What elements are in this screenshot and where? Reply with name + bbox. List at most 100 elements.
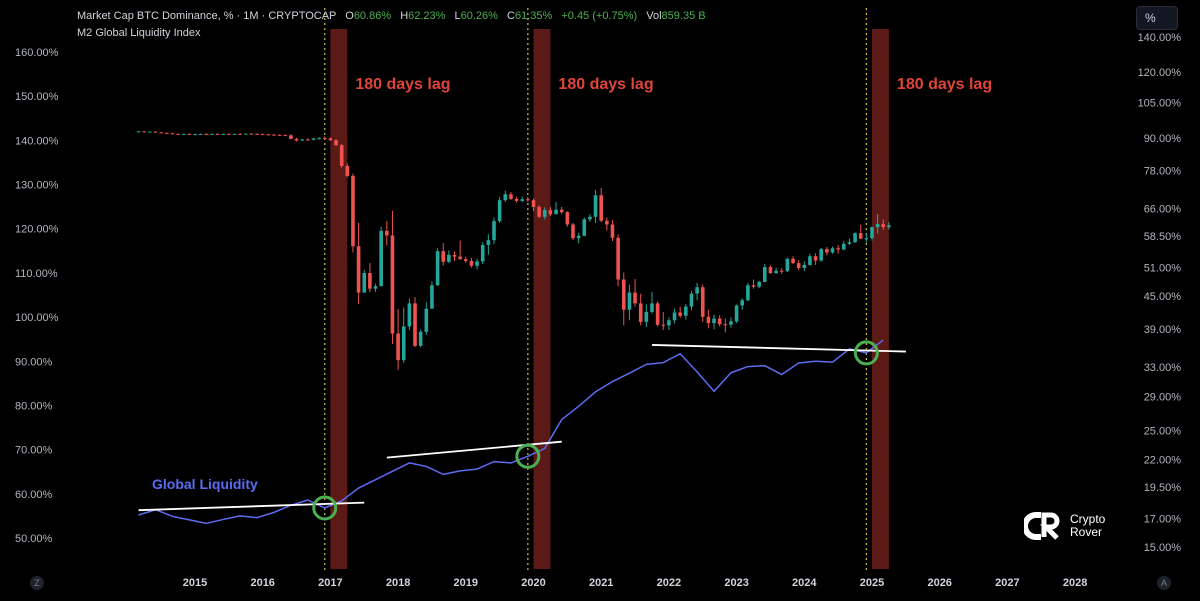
candle (779, 268, 784, 274)
candle-body (791, 258, 795, 264)
candle (841, 240, 846, 251)
candle-body (390, 235, 395, 334)
candle (294, 137, 299, 142)
percent-scale-button[interactable]: % (1136, 6, 1178, 30)
candle-body (531, 200, 536, 207)
candle-body (808, 256, 812, 265)
x-axis-label: 2016 (250, 577, 274, 589)
candle (148, 131, 152, 133)
right-axis-label: 78.00% (1144, 166, 1182, 178)
candle-body (176, 133, 180, 135)
candle-body (853, 233, 857, 243)
right-axis-label: 29.00% (1144, 391, 1182, 403)
candle-body (537, 206, 541, 217)
candle-body (864, 238, 869, 240)
candle (289, 134, 293, 140)
candle (480, 242, 485, 265)
candle-body (875, 224, 880, 228)
candle (593, 190, 598, 223)
candle (644, 304, 649, 328)
liquidity-line (138, 339, 884, 525)
auto-scale-button[interactable]: A (1157, 576, 1171, 590)
candle (706, 309, 711, 329)
candle (723, 318, 728, 333)
candle (435, 248, 440, 287)
candle (221, 133, 226, 135)
crossover-marker (515, 443, 541, 469)
candle-body (746, 285, 750, 301)
candle-body (164, 132, 169, 134)
candle (717, 315, 722, 327)
candle (424, 302, 429, 335)
candle (853, 232, 857, 243)
candle (751, 279, 756, 289)
candle (808, 253, 812, 266)
candle-body (610, 224, 615, 238)
candle-body (825, 249, 829, 253)
candle-body (576, 235, 581, 239)
indicator-title[interactable]: M2 Global Liquidity Index (77, 27, 201, 39)
trend-line (138, 501, 365, 512)
zoom-corner-button[interactable]: Z (30, 576, 44, 590)
candle-body (700, 287, 705, 317)
x-axis-label: 2026 (927, 577, 951, 589)
candle (266, 133, 271, 136)
lag-label: 180 days lag (355, 76, 450, 93)
candle-body (289, 135, 293, 139)
candle-body (740, 300, 745, 306)
candle (164, 132, 169, 134)
candle (503, 190, 508, 202)
candle-body (571, 224, 575, 239)
x-axis-label: 2015 (183, 577, 207, 589)
x-axis-label: 2017 (318, 577, 342, 589)
candle (689, 291, 694, 311)
candle-body (430, 285, 434, 309)
candle-body (526, 199, 530, 201)
candle-body (227, 133, 231, 135)
left-axis-label: 50.00% (15, 533, 53, 545)
candle-body (424, 308, 429, 332)
candle (740, 298, 745, 310)
candle-body (881, 224, 886, 228)
candle-body (717, 318, 722, 325)
candle (328, 137, 333, 141)
candle (430, 281, 434, 309)
candle (311, 137, 316, 141)
right-axis-label: 45.00% (1144, 291, 1182, 303)
candle (633, 279, 637, 307)
candle (345, 163, 350, 178)
candle-body (763, 267, 767, 282)
right-axis-label: 33.00% (1144, 362, 1182, 374)
right-axis-label: 19.50% (1144, 482, 1182, 494)
candle-body (181, 133, 186, 135)
candle (153, 131, 158, 133)
candle-body (260, 134, 265, 136)
candle-body (469, 260, 474, 266)
candle-body (475, 261, 479, 266)
right-axis-label: 22.00% (1144, 455, 1182, 467)
candle (441, 242, 446, 266)
candle-body (187, 133, 192, 135)
symbol-title[interactable]: Market Cap BTC Dominance, % · 1M · CRYPT… (77, 10, 337, 22)
candle-body (385, 230, 389, 236)
candle (136, 130, 141, 133)
candle (768, 265, 773, 274)
candle-body (661, 324, 666, 326)
candle-body (706, 316, 711, 324)
low-label: L (454, 10, 461, 22)
left-axis-label: 100.00% (15, 312, 59, 324)
candle (379, 226, 383, 287)
candle (785, 257, 790, 273)
x-axis-label: 2023 (724, 577, 748, 589)
candle (373, 283, 378, 293)
left-axis-label: 70.00% (15, 445, 53, 457)
candle (700, 284, 705, 322)
candle (458, 240, 462, 260)
candle-body (249, 133, 254, 135)
candle (571, 222, 575, 241)
candle (537, 205, 541, 219)
candle-body (548, 210, 553, 215)
crypto-rover-logo: Crypto Rover (1024, 511, 1105, 541)
left-axis-label: 140.00% (15, 135, 59, 147)
candle (469, 257, 474, 268)
